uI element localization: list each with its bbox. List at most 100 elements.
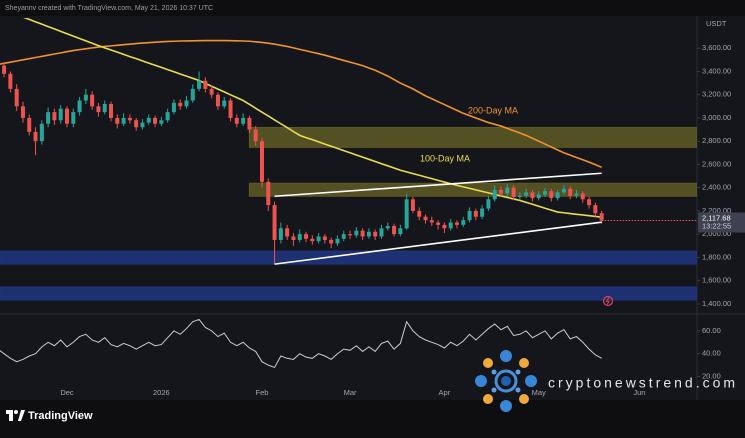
candle-body xyxy=(20,106,25,118)
candle-body xyxy=(410,199,415,211)
tradingview-icon xyxy=(6,410,25,421)
candle-body xyxy=(335,238,340,244)
candle-body xyxy=(480,208,485,217)
candle-body xyxy=(486,199,491,209)
ma200-annotation: 200-Day MA xyxy=(468,105,518,115)
candle-body xyxy=(134,120,139,128)
candle-body xyxy=(77,100,82,113)
candle-body xyxy=(247,117,252,130)
candle-body xyxy=(297,234,302,240)
candle-body xyxy=(291,236,296,240)
y-tick-label: 2,200.00 xyxy=(702,206,731,215)
candle-body xyxy=(115,117,120,124)
candle-body xyxy=(448,222,453,229)
candle-body xyxy=(64,108,69,124)
candle-body xyxy=(536,194,541,199)
candle-body xyxy=(517,195,522,197)
y-tick-label: 3,600.00 xyxy=(702,43,731,52)
candle-body xyxy=(241,117,246,124)
zone xyxy=(248,126,697,148)
caption: Sheyannv created with TradingView.com, M… xyxy=(5,5,213,12)
candle-body xyxy=(436,222,441,225)
candle-body xyxy=(354,230,359,236)
candle-body xyxy=(442,224,447,229)
candle-body xyxy=(379,228,384,237)
candle-body xyxy=(203,80,208,89)
countdown: 13:22:55 xyxy=(702,221,731,230)
y-tick-label: 2,600.00 xyxy=(702,159,731,168)
x-tick-label: 2026 xyxy=(153,388,170,397)
currency: USDT xyxy=(706,19,727,28)
candle-body xyxy=(33,131,38,142)
candle-body xyxy=(285,228,290,237)
candle-body xyxy=(587,199,592,206)
zone xyxy=(0,250,697,265)
x-tick-label: Feb xyxy=(256,388,269,397)
candle-body xyxy=(14,88,19,107)
candle-body xyxy=(473,210,478,217)
rsi-pane xyxy=(0,318,602,369)
candle-body xyxy=(96,106,101,113)
candle-body xyxy=(511,187,516,197)
candle-body xyxy=(341,234,346,239)
candle-body xyxy=(467,210,472,221)
rsi-tick-label: 40.00 xyxy=(702,349,721,358)
candle-body xyxy=(322,236,327,240)
candle-body xyxy=(178,102,183,107)
candle-body xyxy=(555,192,560,199)
candle-body xyxy=(549,191,554,199)
x-tick-label: Jun xyxy=(633,388,645,397)
candle-body xyxy=(83,94,88,101)
candle-body xyxy=(90,94,95,107)
last-price-box xyxy=(698,212,745,233)
candle-body xyxy=(46,112,51,124)
candle-body xyxy=(373,231,378,237)
zone xyxy=(0,286,697,301)
alert-icon xyxy=(602,295,614,307)
candle-body xyxy=(398,228,403,235)
candle-body xyxy=(71,112,76,124)
y-tick-label: 1,400.00 xyxy=(702,299,731,308)
rsi-tick-label: 20.00 xyxy=(702,372,721,381)
candle-body xyxy=(499,189,503,194)
y-tick-label: 1,600.00 xyxy=(702,276,731,285)
candle-body xyxy=(593,205,598,214)
candle-body xyxy=(423,216,428,221)
candle-body xyxy=(574,193,579,196)
candle-body xyxy=(222,100,227,107)
candle-body xyxy=(568,188,573,196)
candle-body xyxy=(329,239,334,244)
x-tick-label: Dec xyxy=(60,388,74,397)
candle-body xyxy=(266,181,271,206)
watermark-logo xyxy=(475,350,537,412)
candle-body xyxy=(140,122,145,128)
candle-body xyxy=(505,187,510,194)
rsi-tick-label: 60.00 xyxy=(702,326,721,335)
watermark-text: cryptonewstrend.com xyxy=(548,375,738,391)
candle-body xyxy=(52,112,57,121)
candle-body xyxy=(360,230,365,237)
candle-body xyxy=(58,108,63,121)
candle-body xyxy=(2,65,7,74)
candle-body xyxy=(429,220,434,223)
y-tick-label: 1,800.00 xyxy=(702,252,731,261)
moving-average xyxy=(0,39,602,169)
candle-body xyxy=(272,205,277,240)
candle-body xyxy=(228,100,233,118)
candle-body xyxy=(304,234,309,239)
candle-body xyxy=(39,123,44,142)
candle-body xyxy=(8,73,13,89)
candle-body xyxy=(127,117,132,121)
candle-body xyxy=(404,199,409,229)
candle-body xyxy=(348,234,353,236)
trendline xyxy=(274,172,602,198)
candle-body xyxy=(215,94,220,107)
candle-body xyxy=(146,117,151,123)
branding: TradingView xyxy=(28,410,93,422)
ma100-annotation: 100-Day MA xyxy=(420,153,470,163)
last-price-label: 2,117.68 xyxy=(702,213,731,222)
candle-body xyxy=(561,188,566,193)
candle-body xyxy=(184,100,189,107)
candle-body xyxy=(599,213,604,221)
